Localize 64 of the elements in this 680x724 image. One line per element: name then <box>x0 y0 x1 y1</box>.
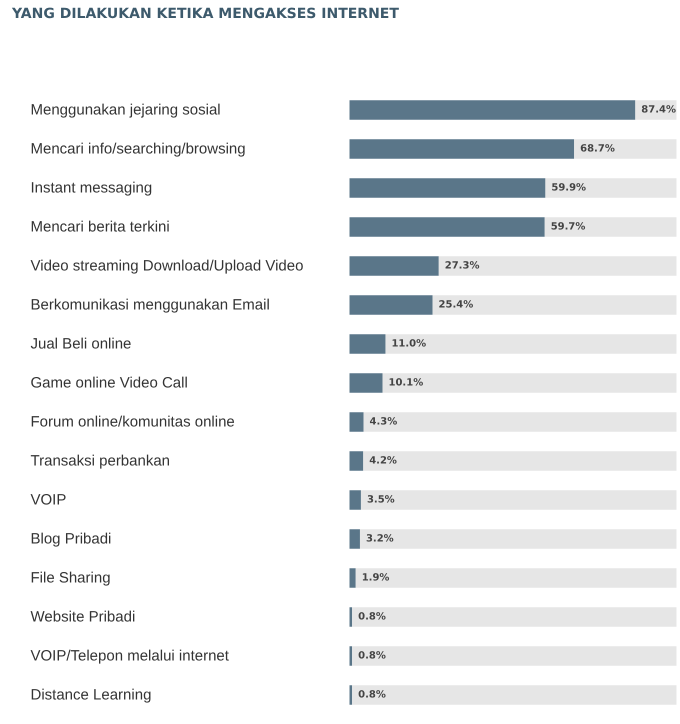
text: YANG DILAKUKAN KETIKA MENGAKSES INTERNET <box>12 5 399 24</box>
y-tick-label: Jual Beli online <box>30 336 132 352</box>
data-label: 1.9% <box>362 572 390 584</box>
bar <box>545 178 676 198</box>
bar <box>432 295 676 315</box>
data-label: 11.0% <box>391 338 426 350</box>
y-tick-label: Berkomunikasi menggunakan Email <box>30 296 270 314</box>
bar <box>363 451 676 471</box>
bar <box>350 451 364 471</box>
y-tick-label: Blog Pribadi <box>30 530 112 548</box>
bar <box>360 529 676 549</box>
data-label: 4.3% <box>370 416 398 428</box>
y-tick-label: File Sharing <box>30 570 111 586</box>
y-tick-label: VOIP/Telepon melalui internet <box>30 648 230 664</box>
bar <box>350 607 352 627</box>
bar <box>350 373 383 393</box>
bar <box>360 490 676 510</box>
y-tick-label: Game online Video Call <box>30 374 188 392</box>
data-label: 3.5% <box>366 494 395 506</box>
data-label: 68.7% <box>580 144 615 154</box>
bar <box>350 529 360 549</box>
bar <box>350 295 433 315</box>
bar <box>350 100 636 120</box>
data-label: 10.1% <box>388 378 424 388</box>
data-label: 0.8% <box>358 612 386 622</box>
data-label: 0.8% <box>358 690 386 700</box>
bar <box>350 217 545 237</box>
y-tick-label: Website Pribadi <box>30 608 136 626</box>
y-tick-label: Forum online/komunitas online <box>30 414 235 430</box>
bar <box>350 685 352 705</box>
bar <box>382 373 676 393</box>
data-label: 3.2% <box>366 534 394 544</box>
data-label: 27.3% <box>444 260 480 272</box>
data-label: 25.4% <box>438 300 474 310</box>
bar <box>352 607 676 627</box>
bar <box>352 646 676 666</box>
bar <box>350 412 364 432</box>
bar <box>350 139 574 159</box>
y-tick-label: Instant messaging <box>30 180 152 196</box>
y-tick-label: VOIP <box>30 492 66 508</box>
bar <box>350 334 386 354</box>
bar <box>364 412 676 432</box>
data-label: 0.8% <box>358 650 386 662</box>
bar <box>350 256 439 276</box>
bar <box>356 568 676 588</box>
bar <box>438 256 676 276</box>
y-tick-label: Video streaming Download/Upload Video <box>30 258 304 274</box>
y-tick-label: Mencari berita terkini <box>30 218 170 236</box>
bar <box>544 217 676 237</box>
bar <box>350 178 546 198</box>
data-label: 4.2% <box>369 456 397 466</box>
y-tick-label: Transaksi perbankan <box>30 452 170 470</box>
bar <box>385 334 676 354</box>
data-label: 59.9% <box>551 182 586 194</box>
bar <box>350 490 361 510</box>
y-tick-label: Distance Learning <box>30 686 152 704</box>
bar <box>350 568 356 588</box>
data-label: 87.4% <box>641 104 676 116</box>
data-label: 59.7% <box>550 222 586 232</box>
bar <box>574 139 676 159</box>
y-tick-label: Mencari info/searching/browsing <box>30 140 246 158</box>
y-tick-label: Menggunakan jejaring sosial <box>30 102 221 118</box>
bar <box>350 646 352 666</box>
bar <box>352 685 676 705</box>
